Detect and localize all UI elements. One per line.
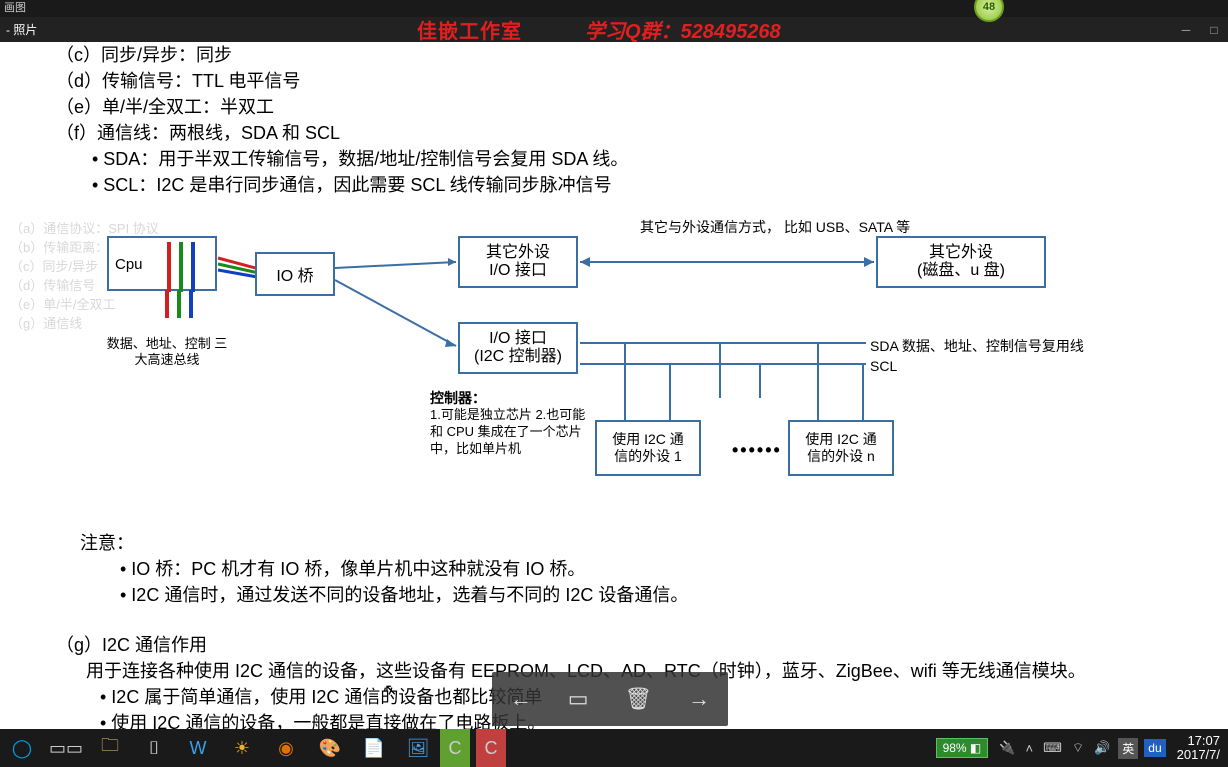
title-bar: - 照片 佳嵌工作室 学习Q群：528495268 ─ □ ✕ [0,17,1228,42]
line-f: （f）通信线：两根线，SDA 和 SCL [56,120,628,146]
ime-du[interactable]: du [1144,739,1165,757]
controller-note-title: 控制器： [430,388,486,408]
line-c: （c）同步/异步：同步 [56,42,628,68]
wifi-icon[interactable]: ⌔ [1067,740,1089,756]
node-i2c-device-1: 使用 I2C 通 信的外设 1 [595,420,701,476]
terminal-icon[interactable]: ⌷ [132,729,176,767]
bus-red-ext [165,290,169,318]
photo-tab-label: - 照片 [6,21,37,38]
keyboard-icon[interactable]: ⌨ [1038,740,1067,756]
bus-blue-ext [189,290,193,318]
photos-icon[interactable]: 🖼 [396,729,440,767]
clock-time: 17:07 [1177,734,1220,748]
bus-blue [191,242,195,292]
photo-delete-button[interactable]: 🗑 [624,686,652,712]
photo-viewer-content: （a）通信协议：SPI 协议（b）传输距离：短距离通信（c）同步/异步（d）传输… [0,42,1228,729]
line-sda: • SDA：用于半双工传输信号，数据/地址/控制信号会复用 SDA 线。 [56,146,628,172]
start-button[interactable]: ◯ [0,729,44,767]
bus-red [167,242,171,292]
photo-prev-button[interactable]: ← [510,686,532,712]
document-body: （c）同步/异步：同步 （d）传输信号：TTL 电平信号 （e）单/半/全双工：… [56,42,628,198]
paint-icon[interactable]: 🎨 [308,729,352,767]
speaker-icon[interactable]: 🔊 [1089,740,1115,756]
note-heading: 注意： [80,530,688,556]
minimize-button[interactable]: ─ [1172,17,1200,42]
note-1: • IO 桥：PC 机才有 IO 桥，像单片机中这种就没有 IO 桥。 [80,556,688,582]
bus-green [179,242,183,292]
cpu-label: Cpu [115,256,143,273]
line-scl: • SCL：I2C 是串行同步通信，因此需要 SCL 线传输同步脉冲信号 [56,172,628,198]
controller-note: 1.可能是独立芯片 2.也可能和 CPU 集成在了一个芯片中，比如单片机 [430,406,590,457]
power-icon[interactable]: 🔌 [994,740,1020,756]
file-explorer-icon[interactable]: 🗀 [88,729,132,767]
camtasia-icon[interactable]: C [440,729,470,767]
wps-icon[interactable]: W [176,729,220,767]
system-clock[interactable]: 17:07 2017/7/ [1169,734,1228,762]
uc-browser-icon[interactable]: ◉ [264,729,308,767]
node-i2c-device-n: 使用 I2C 通 信的外设 n [788,420,894,476]
clock-date: 2017/7/ [1177,748,1220,762]
line-e: （e）单/半/全双工：半双工 [56,94,628,120]
watermark-qgroup: 学习Q群：528495268 [585,15,781,44]
taskbar: ◯ ▭▭ 🗀 ⌷ W ☀ ◉ 🎨 📄 🖼 C C 98% ◧ 🔌 ˄ ⌨ ⌔ 🔊… [0,729,1228,767]
watermark-studio: 佳嵌工作室 [417,15,522,44]
bus-green-ext [177,290,181,318]
note-2: • I2C 通信时，通过发送不同的设备地址，选着与不同的 I2C 设备通信。 [80,582,688,608]
recorder-icon[interactable]: C [476,729,506,767]
node-cpu: Cpu [107,236,217,291]
node-other-peripheral: 其它外设 (磁盘、u 盘) [876,236,1046,288]
photo-slideshow-button[interactable]: ▭ [568,686,589,712]
other-comm-label: 其它与外设通信方式， 比如 USB、SATA 等 [640,218,910,236]
maximize-button[interactable]: □ [1200,17,1228,42]
bus-caption: 数据、地址、控制 三大高速总线 [102,336,232,368]
node-i2c-controller: I/O 接口 (I2C 控制器) [458,322,578,374]
taskview-icon[interactable]: ▭▭ [44,729,88,767]
node-other-interface: 其它外设 I/O 接口 [458,236,578,288]
battery-indicator[interactable]: 98% ◧ [936,738,989,758]
ime-lang[interactable]: 英 [1118,738,1138,759]
tray-up-icon[interactable]: ˄ [1020,741,1038,756]
node-io-bridge: IO 桥 [255,252,335,296]
scl-bus-label: SCL [870,358,897,374]
photo-next-button[interactable]: → [688,686,710,712]
photo-controls-overlay: ← ▭ 🗑 → [492,672,728,726]
weather-icon[interactable]: ☀ [220,729,264,767]
g-title: （g）I2C 通信作用 [56,632,1218,658]
sda-bus-label: SDA 数据、地址、控制信号复用线 [870,336,1084,356]
note-section: 注意： • IO 桥：PC 机才有 IO 桥，像单片机中这种就没有 IO 桥。 … [80,530,688,608]
line-d: （d）传输信号：TTL 电平信号 [56,68,628,94]
ellipsis-devices: •••••• [732,440,782,461]
notepad-icon[interactable]: 📄 [352,729,396,767]
